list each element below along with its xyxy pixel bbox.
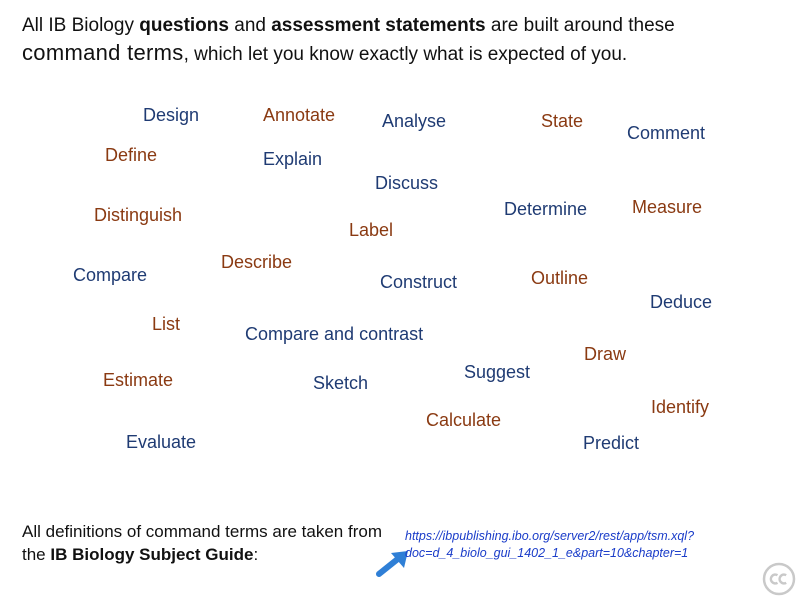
term-outline: Outline [531,268,589,288]
term-suggest: Suggest [464,362,531,382]
term-determine: Determine [504,199,588,219]
term-describe: Describe [221,252,293,272]
intro-line1-post: are built around these [485,15,675,36]
term-state: State [541,111,584,131]
term-deduce: Deduce [650,292,713,312]
term-construct: Construct [380,272,458,292]
term-label: Label [349,220,394,240]
term-draw: Draw [584,344,627,364]
term-list: List [152,314,181,334]
intro-command-terms: command terms [22,40,184,65]
term-estimate: Estimate [103,370,174,390]
intro-bold-assessment: assessment statements [271,15,486,36]
intro-line1-pre: All IB Biology [22,15,140,36]
footer-note-post: : [253,545,259,564]
term-comment: Comment [627,123,706,143]
intro-text: All IB Biology questions and assessment … [22,12,782,68]
term-define: Define [105,145,158,165]
term-sketch: Sketch [313,373,369,393]
intro-bold-questions: questions [139,15,229,36]
term-predict: Predict [583,433,640,453]
footer-subject-guide: IB Biology Subject Guide [50,545,254,564]
subject-guide-link[interactable]: https://ibpublishing.ibo.org/server2/res… [405,529,695,560]
term-explain: Explain [263,149,323,169]
term-discuss: Discuss [375,173,439,193]
intro-line2-post: , which let you know exactly what is exp… [183,44,628,65]
term-design: Design [143,105,200,125]
term-identify: Identify [651,397,710,417]
term-analyse: Analyse [382,111,447,131]
term-distinguish: Distinguish [94,205,183,225]
term-compare-and-contrast: Compare and contrast [245,324,424,344]
term-evaluate: Evaluate [126,432,197,452]
footer-note: All definitions of command terms are tak… [22,520,402,566]
arrow-icon [376,551,408,577]
term-measure: Measure [632,197,703,217]
term-calculate: Calculate [426,410,502,430]
creative-commons-icon [762,562,796,596]
intro-line1-mid: and [228,15,272,36]
term-annotate: Annotate [263,105,336,125]
term-compare: Compare [73,265,148,285]
footer-note-pre: All definitions of command terms are tak… [22,522,382,564]
